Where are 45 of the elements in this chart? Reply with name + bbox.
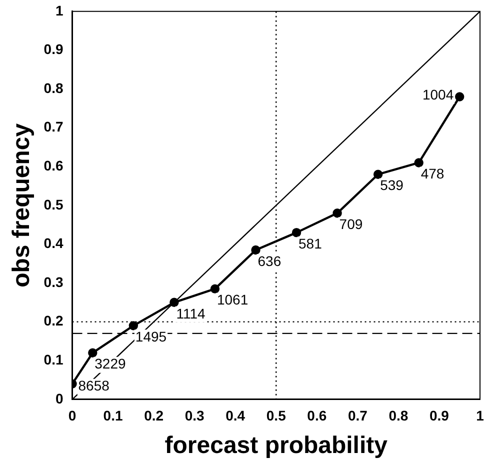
x-tick-label: 0.6 [307,408,327,424]
x-tick-label: 0.9 [429,408,450,424]
point [88,348,98,358]
y-tick-label: 0.5 [44,196,64,212]
point [373,170,383,179]
x-tick-label: 0.7 [348,408,368,424]
y-tick-label: 0.9 [44,41,64,58]
point [170,298,179,307]
annotation: 1004 [422,86,454,103]
y-tick-label: 0.7 [44,118,64,135]
annotation: 539 [380,177,404,194]
annotation: 1061 [216,292,248,308]
y-axis-title: obs frequency [8,122,36,288]
point [332,208,342,218]
annotation: 709 [339,216,363,232]
y-tick-label: 0.4 [44,235,64,252]
y-tick-label: 0.1 [44,351,64,368]
y-tick-label: 0.6 [44,157,64,174]
point [292,228,302,238]
point [128,321,138,330]
y-tick-label: 0.3 [44,274,64,290]
y-tick-label: 0.2 [44,312,64,329]
annotation: 581 [298,235,322,252]
x-tick-label: 0.5 [266,408,286,424]
annotation: 1114 [176,305,206,322]
y-tick-label: 0.8 [44,80,64,96]
x-tick-label: 0.8 [388,408,408,424]
point [210,284,220,294]
x-tick-label: 0.1 [103,408,123,424]
annotation: 636 [258,252,282,269]
x-tick-label: 0.4 [226,408,246,424]
x-tick-label: 0.2 [144,408,164,424]
point [251,245,260,255]
annotation: 3229 [94,356,126,372]
x-axis-title: forecast probability [164,432,388,460]
x-tick-label: 1 [476,408,484,424]
x-tick-label: 0 [68,408,76,424]
annotation: 8658 [78,378,110,394]
annotation: 1495 [135,328,167,345]
y-tick-label: 0 [55,390,64,406]
y-tick-label: 1 [55,2,64,18]
x-tick-label: 0.3 [184,408,205,424]
annotation: 478 [420,166,444,182]
point [414,158,424,168]
point [455,92,464,102]
